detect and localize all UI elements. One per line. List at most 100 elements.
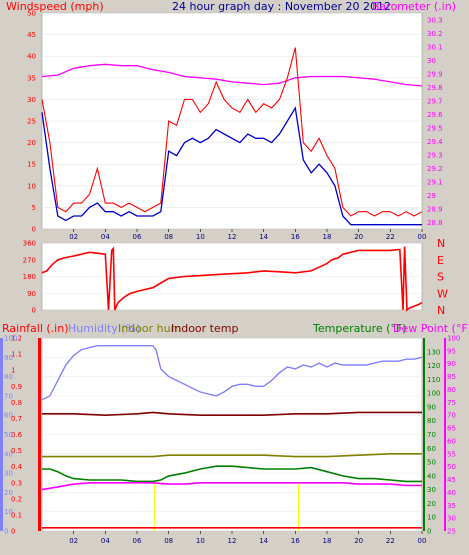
- dewpoint-tick-label: 50: [447, 463, 456, 471]
- x-tick-label: 08: [164, 233, 173, 241]
- temperature-tick-label: 100: [427, 390, 440, 398]
- windspeed-tick-label: 25: [27, 118, 36, 126]
- barometer-tick-label: 30.1: [427, 43, 443, 51]
- barometer-tick-label: 29.6: [427, 111, 443, 119]
- x-tick-label: 20: [354, 233, 363, 241]
- direction-tick-label: 360: [23, 240, 36, 248]
- humidity-tick-label: 50: [4, 431, 13, 439]
- rain-tick-label: 0.3: [11, 479, 22, 487]
- windspeed-tick-label: 30: [27, 96, 36, 104]
- rain-tick-label: 0.5: [11, 447, 22, 455]
- x-tick-label: 16: [291, 537, 300, 545]
- dewpoint-tick-label: 70: [447, 412, 456, 420]
- direction-series: [41, 246, 423, 312]
- rain-tick-label: 0: [11, 528, 15, 536]
- gust-series: [41, 47, 423, 217]
- temperature-tick-label: 50: [427, 459, 436, 467]
- compass-label: S: [437, 271, 444, 284]
- humidity-tick-label: 90: [4, 354, 13, 362]
- barometer-axis-label: Barometer (.in): [372, 0, 456, 13]
- rain-tick-label: 0.8: [11, 399, 22, 407]
- temperature-tick-label: 130: [427, 348, 440, 356]
- dewpoint-axis-bar: [444, 338, 446, 531]
- temperature-tick-label: 40: [427, 472, 436, 480]
- barometer-tick-label: 28.9: [427, 205, 443, 213]
- windspeed-tick-label: 45: [27, 31, 36, 39]
- dewpoint-tick-label: 60: [447, 437, 456, 445]
- dewpoint-label: Dew Point (°F): [393, 322, 469, 335]
- humidity-tick-label: 10: [4, 508, 13, 516]
- rain-tick-label: 0.7: [11, 415, 22, 423]
- windspeed-tick-label: 35: [27, 74, 36, 82]
- temperature-tick-label: 120: [427, 362, 440, 370]
- x-tick-label: 06: [133, 537, 142, 545]
- barometer-tick-label: 29.5: [427, 124, 443, 132]
- barometer-tick-label: 28.8: [427, 219, 443, 227]
- windspeed-tick-label: 50: [27, 10, 36, 18]
- windspeed-tick-label: 20: [27, 139, 36, 147]
- temperature-tick-label: 0: [427, 528, 431, 536]
- humidity-tick-label: 30: [4, 470, 13, 478]
- x-tick-label: 04: [101, 537, 110, 545]
- direction-tick-label: 90: [27, 290, 36, 298]
- humidity-tick-label: 20: [4, 489, 13, 497]
- dewpoint-tick-label: 35: [447, 502, 456, 510]
- direction-tick-label: 180: [23, 273, 36, 281]
- windspeed-tick-label: 5: [32, 204, 36, 212]
- indoor_temp-series: [42, 411, 422, 417]
- humidity-tick-label: 60: [4, 412, 13, 420]
- direction-tick-label: 0: [32, 307, 36, 315]
- rain-tick-label: 0.2: [11, 495, 22, 503]
- compass-label: E: [437, 254, 444, 267]
- rain-tick-label: 0.1: [11, 511, 22, 519]
- compass-label: N: [437, 237, 445, 250]
- x-tick-label: 02: [69, 233, 78, 241]
- x-tick-label: 12: [228, 537, 237, 545]
- humidity-tick-label: 80: [4, 373, 13, 381]
- temperature-tick-label: 60: [427, 445, 436, 453]
- barometer-tick-label: 29.9: [427, 70, 443, 78]
- rain-tick-label: 1.1: [11, 351, 22, 359]
- dewpoint-tick-label: 90: [447, 360, 456, 368]
- windspeed-tick-label: 15: [27, 161, 36, 169]
- temperature-tick-label: 80: [427, 417, 436, 425]
- chart-title: 24 hour graph day : November 20 2012: [172, 0, 391, 13]
- windspeed-tick-label: 10: [27, 182, 36, 190]
- temperature-tick-label: 10: [427, 514, 436, 522]
- dewpoint-tick-label: 45: [447, 476, 456, 484]
- x-tick-label: 00: [418, 537, 427, 545]
- windspeed-axis-label: Windspeed (mph): [6, 0, 104, 13]
- compass-label: N: [437, 304, 445, 317]
- humidity-tick-label: 100: [4, 335, 17, 343]
- dewpoint-tick-label: 55: [447, 450, 456, 458]
- direction-tick-label: 270: [23, 256, 36, 264]
- x-tick-label: 14: [259, 233, 268, 241]
- humidity-label: Humidity (%): [68, 322, 140, 335]
- x-tick-label: 04: [101, 233, 110, 241]
- humidity-tick-label: 40: [4, 450, 13, 458]
- temperature-axis-bar: [423, 338, 425, 531]
- x-tick-label: 16: [291, 233, 300, 241]
- indoor-hum-label: Indoor hum: [118, 322, 181, 335]
- barometer-tick-label: 29.4: [427, 138, 443, 146]
- rain-tick-label: 0.6: [11, 431, 23, 439]
- x-tick-label: 10: [196, 233, 205, 241]
- windspeed-tick-label: 0: [32, 226, 36, 234]
- rain-tick-label: 0.9: [11, 383, 22, 391]
- x-tick-label: 18: [323, 537, 332, 545]
- x-tick-label: 06: [133, 233, 142, 241]
- temperature-tick-label: 70: [427, 431, 436, 439]
- barometer-tick-label: 29: [427, 192, 436, 200]
- x-tick-label: 18: [323, 233, 332, 241]
- humidity-tick-label: 70: [4, 392, 13, 400]
- indoor_hum-series: [42, 453, 422, 458]
- barometer-series: [41, 63, 423, 87]
- x-tick-label: 10: [196, 537, 205, 545]
- dewpoint-tick-label: 75: [447, 399, 456, 407]
- barometer-tick-label: 29.8: [427, 84, 443, 92]
- barometer-tick-label: 29.7: [427, 97, 443, 105]
- rain-axis-bar: [38, 338, 41, 531]
- dewpoint-series: [41, 482, 422, 491]
- humidity-axis-bar: [0, 338, 3, 531]
- temperature-tick-label: 110: [427, 376, 440, 384]
